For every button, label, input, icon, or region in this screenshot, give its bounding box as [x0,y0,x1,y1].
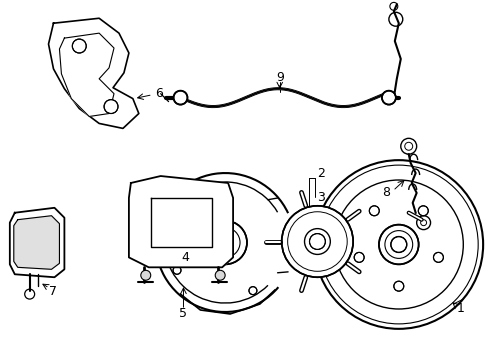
Polygon shape [10,208,64,277]
Text: 7: 7 [49,285,58,298]
Circle shape [211,184,219,192]
Circle shape [173,266,181,274]
Circle shape [390,237,406,252]
Text: 6: 6 [154,87,163,100]
Text: 8: 8 [381,186,389,199]
Circle shape [281,206,352,277]
Circle shape [417,206,427,216]
Circle shape [381,91,395,105]
Circle shape [248,287,256,294]
Circle shape [368,206,379,216]
Circle shape [215,270,224,280]
Circle shape [72,39,86,53]
Circle shape [203,221,246,264]
Text: 1: 1 [455,302,463,315]
Circle shape [353,252,364,262]
Polygon shape [14,216,60,269]
Polygon shape [60,33,114,117]
Polygon shape [129,176,233,267]
Polygon shape [150,198,212,247]
Circle shape [393,281,403,291]
Circle shape [309,234,325,249]
Circle shape [104,100,118,113]
Circle shape [141,270,150,280]
Circle shape [378,225,418,264]
Text: 4: 4 [181,251,189,264]
Polygon shape [48,18,139,129]
Circle shape [432,252,443,262]
Text: 9: 9 [275,71,283,84]
Text: 3: 3 [317,192,325,204]
Text: 2: 2 [317,167,325,180]
Text: 5: 5 [179,307,187,320]
Circle shape [173,91,187,105]
